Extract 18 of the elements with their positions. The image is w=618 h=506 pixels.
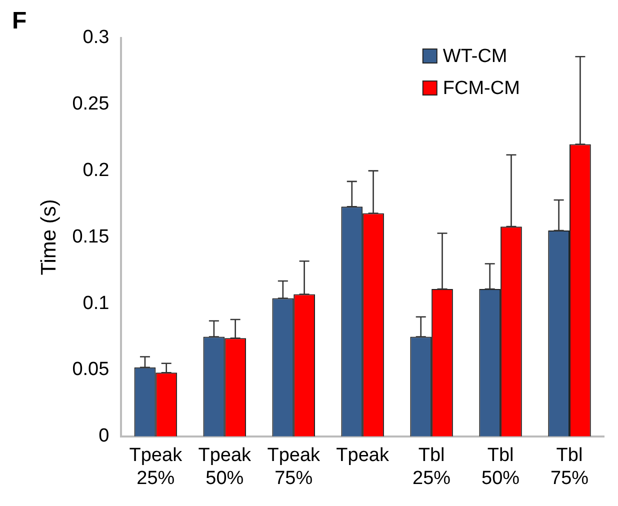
legend-label: WT-CM [442, 46, 508, 68]
x-tick-label: Tpeak 25% [129, 445, 183, 489]
y-tick-label: 0.1 [82, 292, 110, 314]
y-tick-label: 0.3 [82, 27, 110, 48]
x-tick-label: Tpeak 50% [198, 445, 252, 489]
x-tick-label: Tbl 75% [550, 445, 589, 489]
y-axis-title: Time (s) [37, 199, 60, 276]
x-tick-label: Tpeak 75% [267, 445, 321, 489]
legend-label: FCM-CM [442, 78, 520, 100]
y-tick-label: 0.2 [82, 160, 110, 182]
text: F [12, 8, 27, 35]
y-tick-label: 0.05 [72, 359, 110, 380]
y-tick-label: 0 [98, 426, 110, 447]
x-tick-label: Tbl 50% [482, 445, 520, 489]
x-tick-label: Tpeak [336, 445, 390, 466]
y-tick-label: 0.25 [72, 94, 110, 115]
x-tick-label: Tbl 25% [412, 445, 451, 489]
y-tick-label: 0.15 [72, 226, 110, 248]
